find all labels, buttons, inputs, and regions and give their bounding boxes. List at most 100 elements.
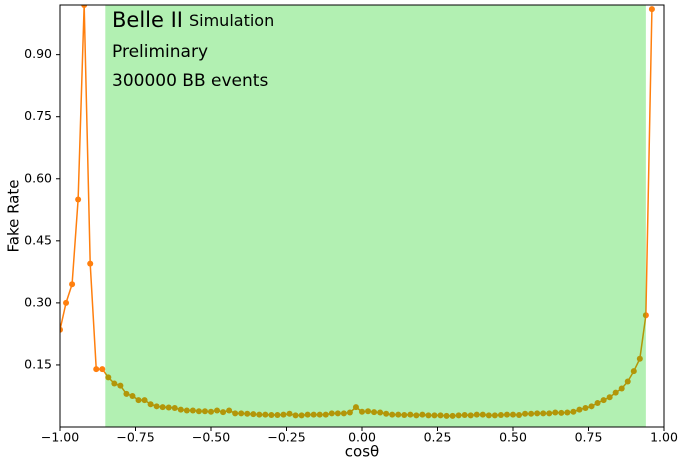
data-point [81,5,88,8]
data-point [570,408,577,415]
data-point [304,411,311,418]
data-point [105,374,112,381]
data-point [111,380,118,387]
data-point [491,412,498,419]
x-tick-label: 0.50 [499,430,527,445]
data-point [540,410,547,417]
data-point [564,409,571,416]
data-point [99,366,106,373]
x-tick-label: −0.75 [116,430,154,445]
shaded-region [105,5,646,427]
data-point [485,412,492,419]
data-point [280,411,287,418]
data-point [244,410,251,417]
y-tick-label: 0.60 [24,170,52,185]
data-point [129,392,136,399]
data-point [407,411,414,418]
data-point [371,409,378,416]
y-axis-label: Fake Rate [5,180,23,253]
data-point [87,260,94,267]
data-point [60,326,63,333]
x-tick-label: 0.00 [348,430,376,445]
data-point [389,411,396,418]
data-point [165,404,172,411]
data-point [600,397,607,404]
data-point [195,408,202,415]
data-point [425,412,432,419]
x-tick-label: −1.00 [41,430,79,445]
data-point [576,406,583,413]
data-point [232,410,239,417]
x-tick-label: −0.25 [267,430,305,445]
data-point [171,404,178,411]
data-point [606,394,613,401]
data-point [497,412,504,419]
data-point [449,412,456,419]
data-point [183,407,190,414]
data-point [346,409,353,416]
data-point [455,412,462,419]
data-point [250,411,257,418]
data-point [117,382,124,389]
data-point [298,412,305,419]
data-point [528,410,535,417]
data-point [328,410,335,417]
data-point [238,410,245,417]
data-point [93,366,100,373]
data-point [473,411,480,418]
data-point [413,412,420,419]
data-point [274,412,281,419]
subtitle: Simulation [189,11,274,30]
chart-title: Belle II Simulation [112,8,274,32]
annotation: Preliminary [112,42,208,62]
data-point [340,410,347,417]
data-point [63,299,70,306]
y-tick-label: 0.15 [24,356,52,371]
y-tick-label: 0.30 [24,294,52,309]
data-point [461,412,468,419]
data-point [437,412,444,419]
data-point [310,411,317,418]
data-point [147,401,154,408]
data-point [377,409,384,416]
data-point [153,403,160,410]
data-point [365,408,372,415]
data-point [636,355,643,362]
x-tick-label: 0.25 [424,430,452,445]
y-tick-label: 0.75 [24,108,52,123]
annotation: 300000 BB events [112,71,268,91]
data-point [352,404,359,411]
data-point [268,412,275,419]
data-point [226,407,233,414]
data-point [588,403,595,410]
data-point [503,411,510,418]
data-point [208,408,214,415]
data-point [618,385,625,392]
y-tick-label: 0.90 [24,46,52,61]
x-axis-label: cosθ [345,443,379,461]
data-point [75,196,82,203]
y-tick-label: 0.45 [24,232,52,247]
data-point [552,409,559,416]
data-point [546,410,553,417]
data-point [135,397,142,404]
data-point [443,412,450,419]
data-point [359,408,365,415]
data-point [431,412,438,419]
data-point [401,412,408,419]
plot-area [60,5,655,427]
data-point [395,411,402,418]
data-point [69,281,76,288]
data-point [292,412,299,419]
data-point [214,407,221,414]
data-point [322,411,329,418]
data-point [159,404,166,411]
x-tick-label: 0.75 [575,430,603,445]
data-point [256,411,263,418]
data-point [383,410,390,417]
data-point [189,407,196,414]
x-tick-label: −0.50 [192,430,230,445]
data-point [334,410,341,417]
data-point [582,404,589,411]
data-point [510,411,516,418]
